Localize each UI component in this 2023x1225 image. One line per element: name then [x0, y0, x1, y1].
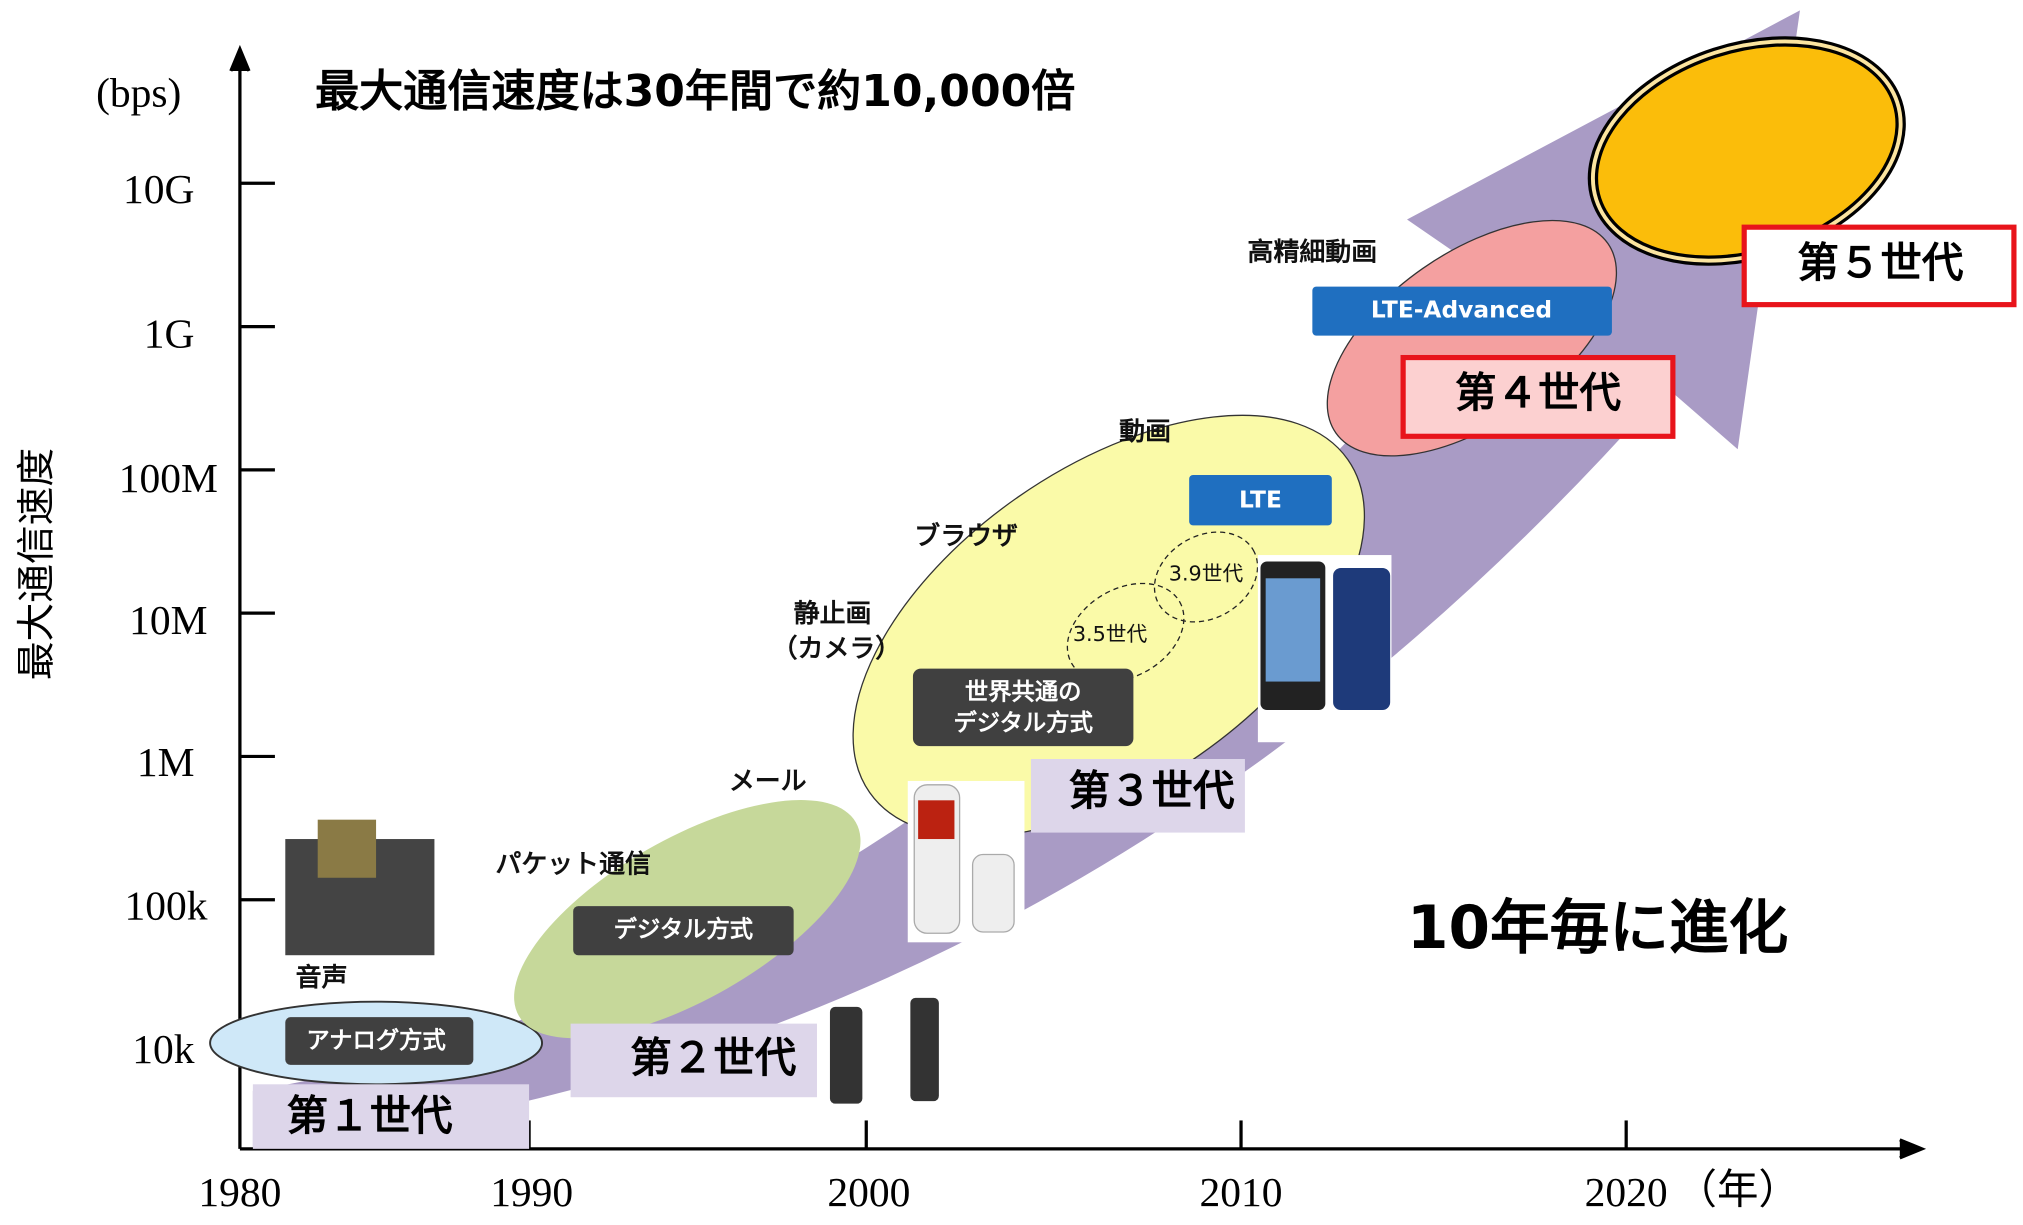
tech-label: LTE — [1239, 486, 1282, 513]
y-tick-label: 10G — [123, 166, 194, 212]
y-tick-label: 10k — [132, 1026, 195, 1072]
phone-3g-screen — [918, 800, 954, 839]
phone-3g — [973, 855, 1014, 932]
gen-label: 第２世代 — [630, 1034, 797, 1082]
phone-1g-handset — [318, 820, 376, 878]
service-label: 音声 — [296, 962, 348, 993]
gen-label: 第４世代 — [1455, 369, 1622, 417]
service-label: 静止画 — [794, 598, 872, 629]
title: 最大通信速度は30年間で約10,000倍 — [315, 66, 1075, 117]
x-ticks: 1980 1990 2000 2010 2020 — [198, 1169, 1667, 1215]
service-label: メール — [729, 767, 807, 797]
x-unit: （年） — [1675, 1167, 1799, 1213]
y-axis-label: 最大通信速度 — [14, 448, 59, 680]
tech-label: 世界共通の — [965, 679, 1082, 706]
slogan: 10年毎に進化 — [1407, 894, 1788, 963]
y-unit: (bps) — [96, 69, 181, 116]
sub-gen-label: 3.9世代 — [1169, 561, 1244, 585]
service-label: ブラウザ — [914, 521, 1018, 552]
diagram: 10G 1G 100M 10M 1M 100k 10k (bps) 最大通信速度… — [0, 0, 2023, 1225]
tech-label: LTE-Advanced — [1371, 297, 1552, 324]
x-tick-label: 2020 — [1585, 1169, 1668, 1215]
gen-label: 第３世代 — [1069, 767, 1236, 815]
tech-label: デジタル方式 — [614, 916, 753, 943]
y-tick-label: 1M — [137, 739, 195, 785]
y-tick-label: 10M — [129, 597, 207, 643]
x-tick-label: 2010 — [1200, 1169, 1283, 1215]
x-tick-label: 1990 — [490, 1169, 573, 1215]
y-tick-label: 100k — [125, 883, 208, 929]
service-label: 動画 — [1119, 417, 1171, 447]
y-tick-label: 1G — [144, 311, 195, 357]
phone-2g — [830, 1007, 862, 1104]
service-label: （カメラ） — [772, 634, 902, 664]
tech-label: デジタル方式 — [953, 710, 1092, 737]
y-tick-label: 100M — [119, 455, 218, 501]
gen-label: 第５世代 — [1797, 239, 1964, 287]
phone-4g-screen — [1266, 578, 1320, 681]
x-tick-label: 2000 — [827, 1169, 910, 1215]
sub-gen-label: 3.5世代 — [1073, 622, 1148, 646]
gen-label: 第１世代 — [287, 1092, 454, 1140]
phone-2g — [910, 998, 939, 1101]
tech-label: アナログ方式 — [306, 1027, 445, 1054]
x-tick-label: 1980 — [198, 1169, 281, 1215]
page: {"title": "最大通信速度は30年間で約10,000倍", "y_axi… — [0, 0, 2023, 1225]
service-label: パケット通信 — [495, 849, 651, 879]
phone-4g-back — [1333, 568, 1390, 710]
service-label: 高精細動画 — [1248, 237, 1378, 268]
y-ticks: 10G 1G 100M 10M 1M 100k 10k — [119, 166, 218, 1072]
